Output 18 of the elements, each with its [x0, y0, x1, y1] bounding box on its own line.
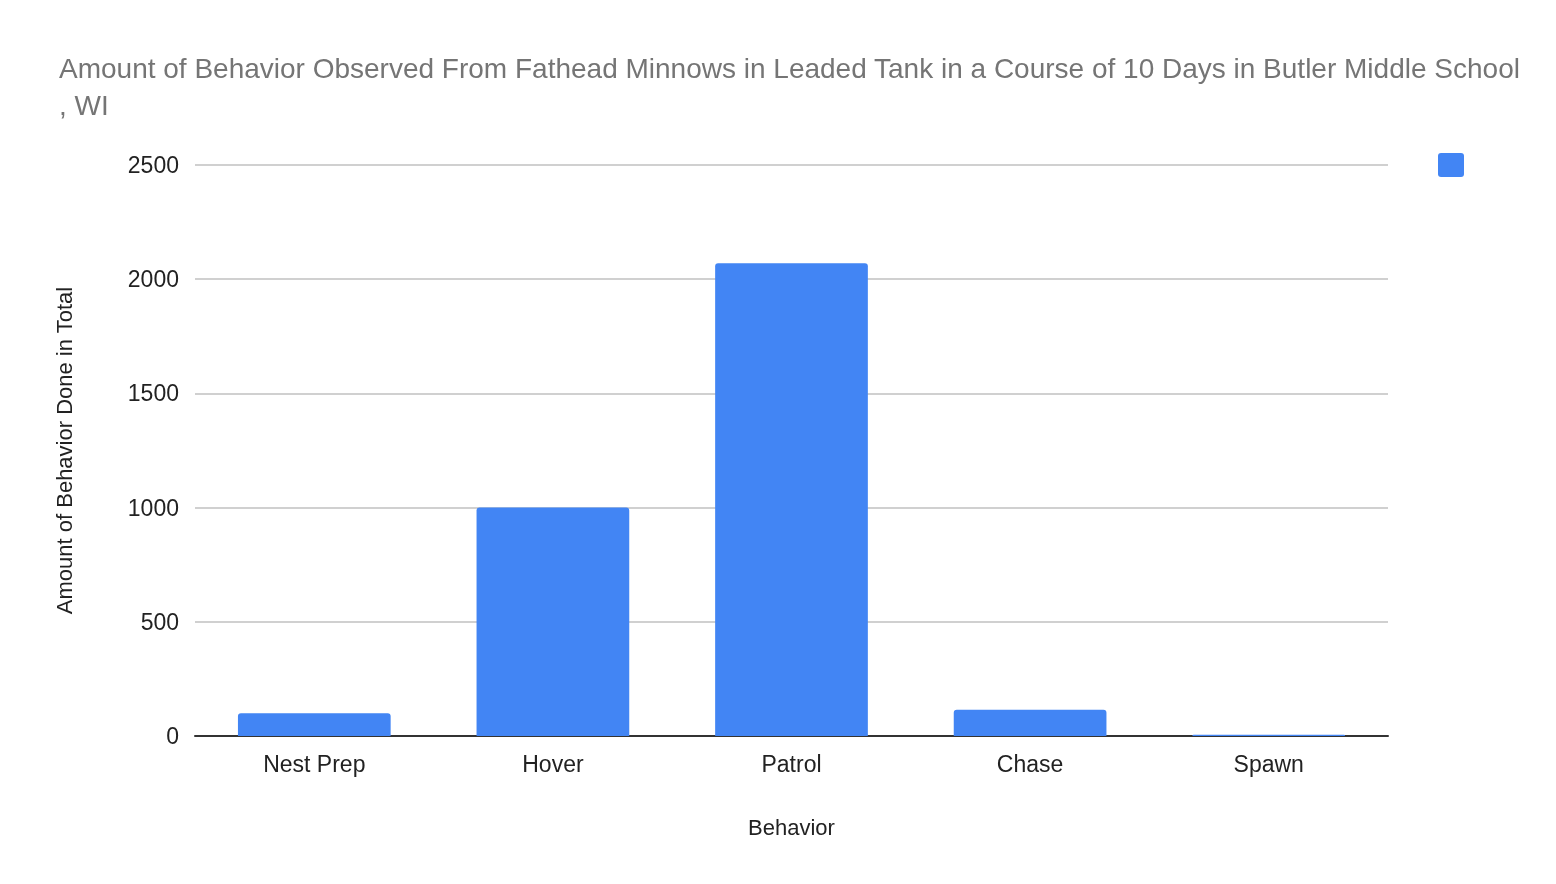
bar	[953, 709, 1107, 736]
chart-title: Amount of Behavior Observed From Fathead Minnows in Leaded Tank in a Course of 10 Days in Butler Middle School, WI	[59, 53, 1520, 121]
x-tick-label: Nest Prep	[263, 750, 366, 777]
x-tick-label: Hover	[522, 750, 584, 777]
y-tick-label: 500	[140, 608, 179, 635]
y-tick-label: 0	[166, 723, 179, 749]
x-tick-label: Spawn	[1233, 750, 1304, 777]
x-axis-title: Behavior	[748, 814, 835, 840]
y-axis-title: Amount of Behavior Done in Total	[51, 286, 77, 615]
x-tick-label: Patrol	[761, 750, 822, 777]
y-tick-label: 2500	[127, 152, 179, 178]
y-tick-label: 1000	[127, 494, 179, 521]
bar	[715, 263, 868, 736]
bar	[476, 507, 630, 736]
bar	[237, 713, 391, 736]
y-tick-label: 1500	[127, 380, 179, 407]
x-tick-label: Chase	[996, 750, 1064, 777]
y-tick-label: 2000	[127, 266, 179, 293]
